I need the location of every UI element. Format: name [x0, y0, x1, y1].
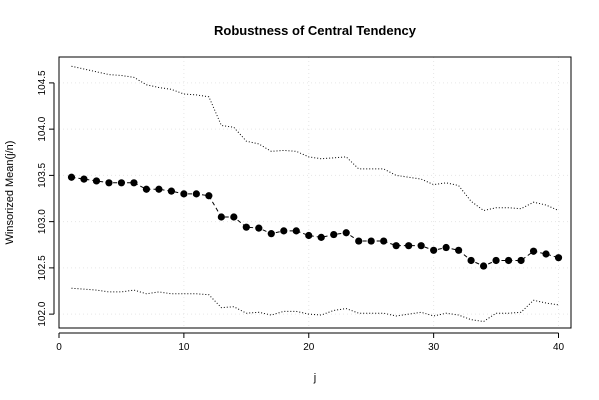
plot-frame: [58, 56, 572, 329]
series-layer: [67, 65, 563, 323]
data-point: [305, 231, 313, 240]
data-point: [504, 256, 513, 265]
data-point: [192, 190, 200, 198]
data-point: [380, 237, 388, 245]
data-point: [180, 190, 188, 198]
data-point: [355, 237, 363, 245]
data-point: [230, 213, 238, 221]
data-point: [430, 246, 438, 254]
data-point: [92, 177, 101, 185]
data-point: [217, 213, 225, 221]
data-point: [255, 224, 263, 232]
y-tick-label: 104.5: [37, 70, 48, 95]
y-tick-label: 103.5: [37, 162, 48, 187]
data-point: [342, 229, 350, 237]
y-tick-label: 102.0: [37, 301, 48, 326]
data-point: [142, 185, 151, 193]
data-point: [517, 256, 525, 265]
x-axis-label: j: [313, 372, 316, 384]
data-point: [442, 243, 450, 252]
data-point: [280, 227, 288, 235]
data-point: [317, 233, 325, 241]
x-tick-label: 20: [303, 342, 315, 353]
data-point: [292, 227, 300, 235]
y-tick-label: 102.5: [37, 255, 48, 280]
x-tick-label: 40: [553, 342, 565, 353]
data-point: [529, 247, 538, 255]
data-point: [67, 173, 76, 181]
x-tick-label: 10: [178, 342, 190, 353]
data-point: [392, 242, 400, 250]
axes: 0 10 20 30 40 102.0 102.5 103.0 103.5 104.0 104.5: [37, 70, 565, 353]
y-axis-label: Winsorized Mean(j/n): [4, 141, 16, 245]
data-point: [455, 246, 463, 254]
data-point: [267, 230, 275, 238]
x-tick-label: 30: [428, 342, 440, 353]
data-point: [80, 175, 88, 183]
chart-title: Robustness of Central Tendency: [214, 23, 417, 38]
data-point: [554, 254, 563, 262]
data-point: [467, 256, 475, 265]
data-point: [492, 256, 500, 265]
data-point: [155, 185, 163, 193]
data-point: [130, 179, 138, 187]
data-point: [330, 230, 338, 239]
data-point: [417, 242, 425, 250]
data-point: [367, 237, 375, 245]
data-point: [542, 250, 550, 258]
data-point: [117, 179, 126, 187]
data-point: [242, 223, 250, 231]
upper-bound-line: [71, 65, 559, 212]
data-point: [105, 179, 113, 187]
data-point: [167, 187, 175, 195]
data-point: [479, 262, 488, 270]
x-tick-label: 0: [56, 342, 62, 353]
y-tick-label: 103.0: [37, 209, 48, 234]
data-point: [205, 192, 213, 200]
y-tick-label: 104.0: [37, 116, 48, 141]
central-series-line: [71, 176, 559, 267]
data-point: [405, 242, 413, 250]
